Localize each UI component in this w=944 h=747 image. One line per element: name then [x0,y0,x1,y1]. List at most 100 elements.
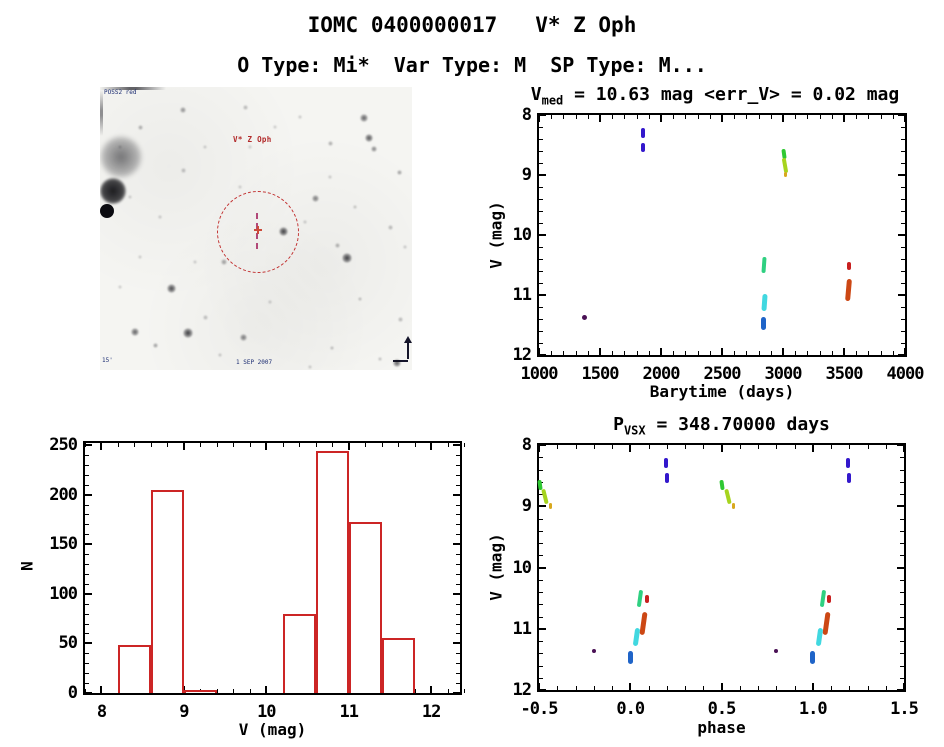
x-major-tick [100,686,103,693]
data-segment [844,278,852,302]
x-minor-tick [831,445,832,449]
finder-star [166,283,176,293]
lightcurve-title-rest: = 10.63 mag <err_V> = 0.02 mag [563,84,900,105]
data-segment [846,262,851,270]
y-major-tick [453,592,460,595]
finder-star [158,215,162,219]
y-minor-tick [456,464,460,466]
y-major-tick [898,294,905,296]
x-minor-tick [794,445,796,449]
y-minor-tick [85,564,89,566]
y-minor-tick [456,603,460,605]
finder-star [193,260,197,264]
x-major-tick [904,115,906,122]
histogram-xlabel: V (mag) [238,720,307,739]
y-tick-label: 12 [512,345,532,365]
x-minor-tick [880,351,882,355]
x-minor-tick [697,115,699,119]
x-minor-tick [868,115,870,119]
y-minor-tick [901,151,905,152]
x-minor-tick [624,115,626,119]
y-minor-tick [539,199,543,200]
x-tick-label: 1000 [520,364,559,384]
data-segment [644,595,649,604]
finder-star [180,107,186,113]
x-minor-tick [575,115,577,119]
x-tick-label: 1.5 [890,699,919,719]
x-major-tick [843,115,845,122]
data-segment [761,316,767,330]
x-tick-label: 3000 [764,364,803,384]
x-minor-tick [216,443,218,447]
finder-star [238,185,242,189]
y-minor-tick [900,469,904,471]
x-tick-label: 2500 [703,364,742,384]
y-tick-label: 8 [521,105,532,125]
y-minor-tick [539,469,543,471]
y-minor-tick [456,524,460,526]
x-major-tick [538,348,540,355]
finder-star [396,169,402,175]
finder-star [334,242,340,248]
phase-title-pre: P [613,414,624,435]
x-major-tick [904,348,906,355]
x-minor-tick [849,686,851,690]
x-minor-tick [315,443,317,447]
y-minor-tick [900,457,904,459]
y-tick-label: 8 [521,435,532,455]
y-tick-label: 150 [49,534,78,555]
y-major-tick [539,505,546,508]
x-major-tick [599,348,601,355]
y-minor-tick [901,343,905,344]
x-major-tick [265,443,268,450]
y-major-tick [898,114,905,116]
y-minor-tick [539,343,543,344]
x-minor-tick [703,445,705,449]
y-minor-tick [85,474,89,476]
data-segment [846,458,851,469]
lightcurve-plot: 1000 1500 2000 2500 3000 3500 4000 8 9 10 11 12 [513,105,925,384]
x-minor-tick [587,115,589,119]
x-minor-tick [685,686,686,690]
y-minor-tick [456,583,460,585]
y-minor-tick [539,151,543,152]
x-minor-tick [200,443,202,447]
data-segment [724,488,732,505]
finder-star [131,328,139,336]
x-minor-tick [563,115,565,119]
finder-star [365,134,373,142]
y-minor-tick [539,494,543,495]
x-tick-label: 2000 [642,364,681,384]
data-segment [640,128,645,138]
y-tick-label: 100 [49,583,78,604]
y-minor-tick [900,641,904,642]
x-minor-tick [758,445,759,449]
x-tick-label: 12 [421,702,441,722]
x-minor-tick [150,443,152,447]
y-minor-tick [539,283,543,284]
y-tick-label: 9 [521,496,532,517]
lightcurve-xlabel: Barytime (days) [649,382,795,401]
data-segment [719,479,725,490]
y-major-tick [539,114,546,116]
y-minor-tick [901,127,905,128]
finder-star [397,316,403,322]
y-minor-tick [85,484,89,486]
x-minor-tick [709,351,711,355]
y-tick-label: 11 [512,285,532,305]
x-minor-tick [85,689,86,693]
y-minor-tick [900,665,904,667]
x-minor-tick [464,443,466,447]
y-minor-tick [456,653,460,655]
y-minor-tick [456,484,460,486]
y-minor-tick [900,604,904,606]
x-major-tick [782,115,784,122]
x-minor-tick [648,686,650,690]
y-major-tick [85,543,92,546]
y-major-tick [453,642,460,645]
finder-star [298,115,302,119]
y-major-tick [85,592,92,595]
y-minor-tick [456,474,460,476]
finder-star [330,346,334,350]
data-segment [819,589,826,607]
